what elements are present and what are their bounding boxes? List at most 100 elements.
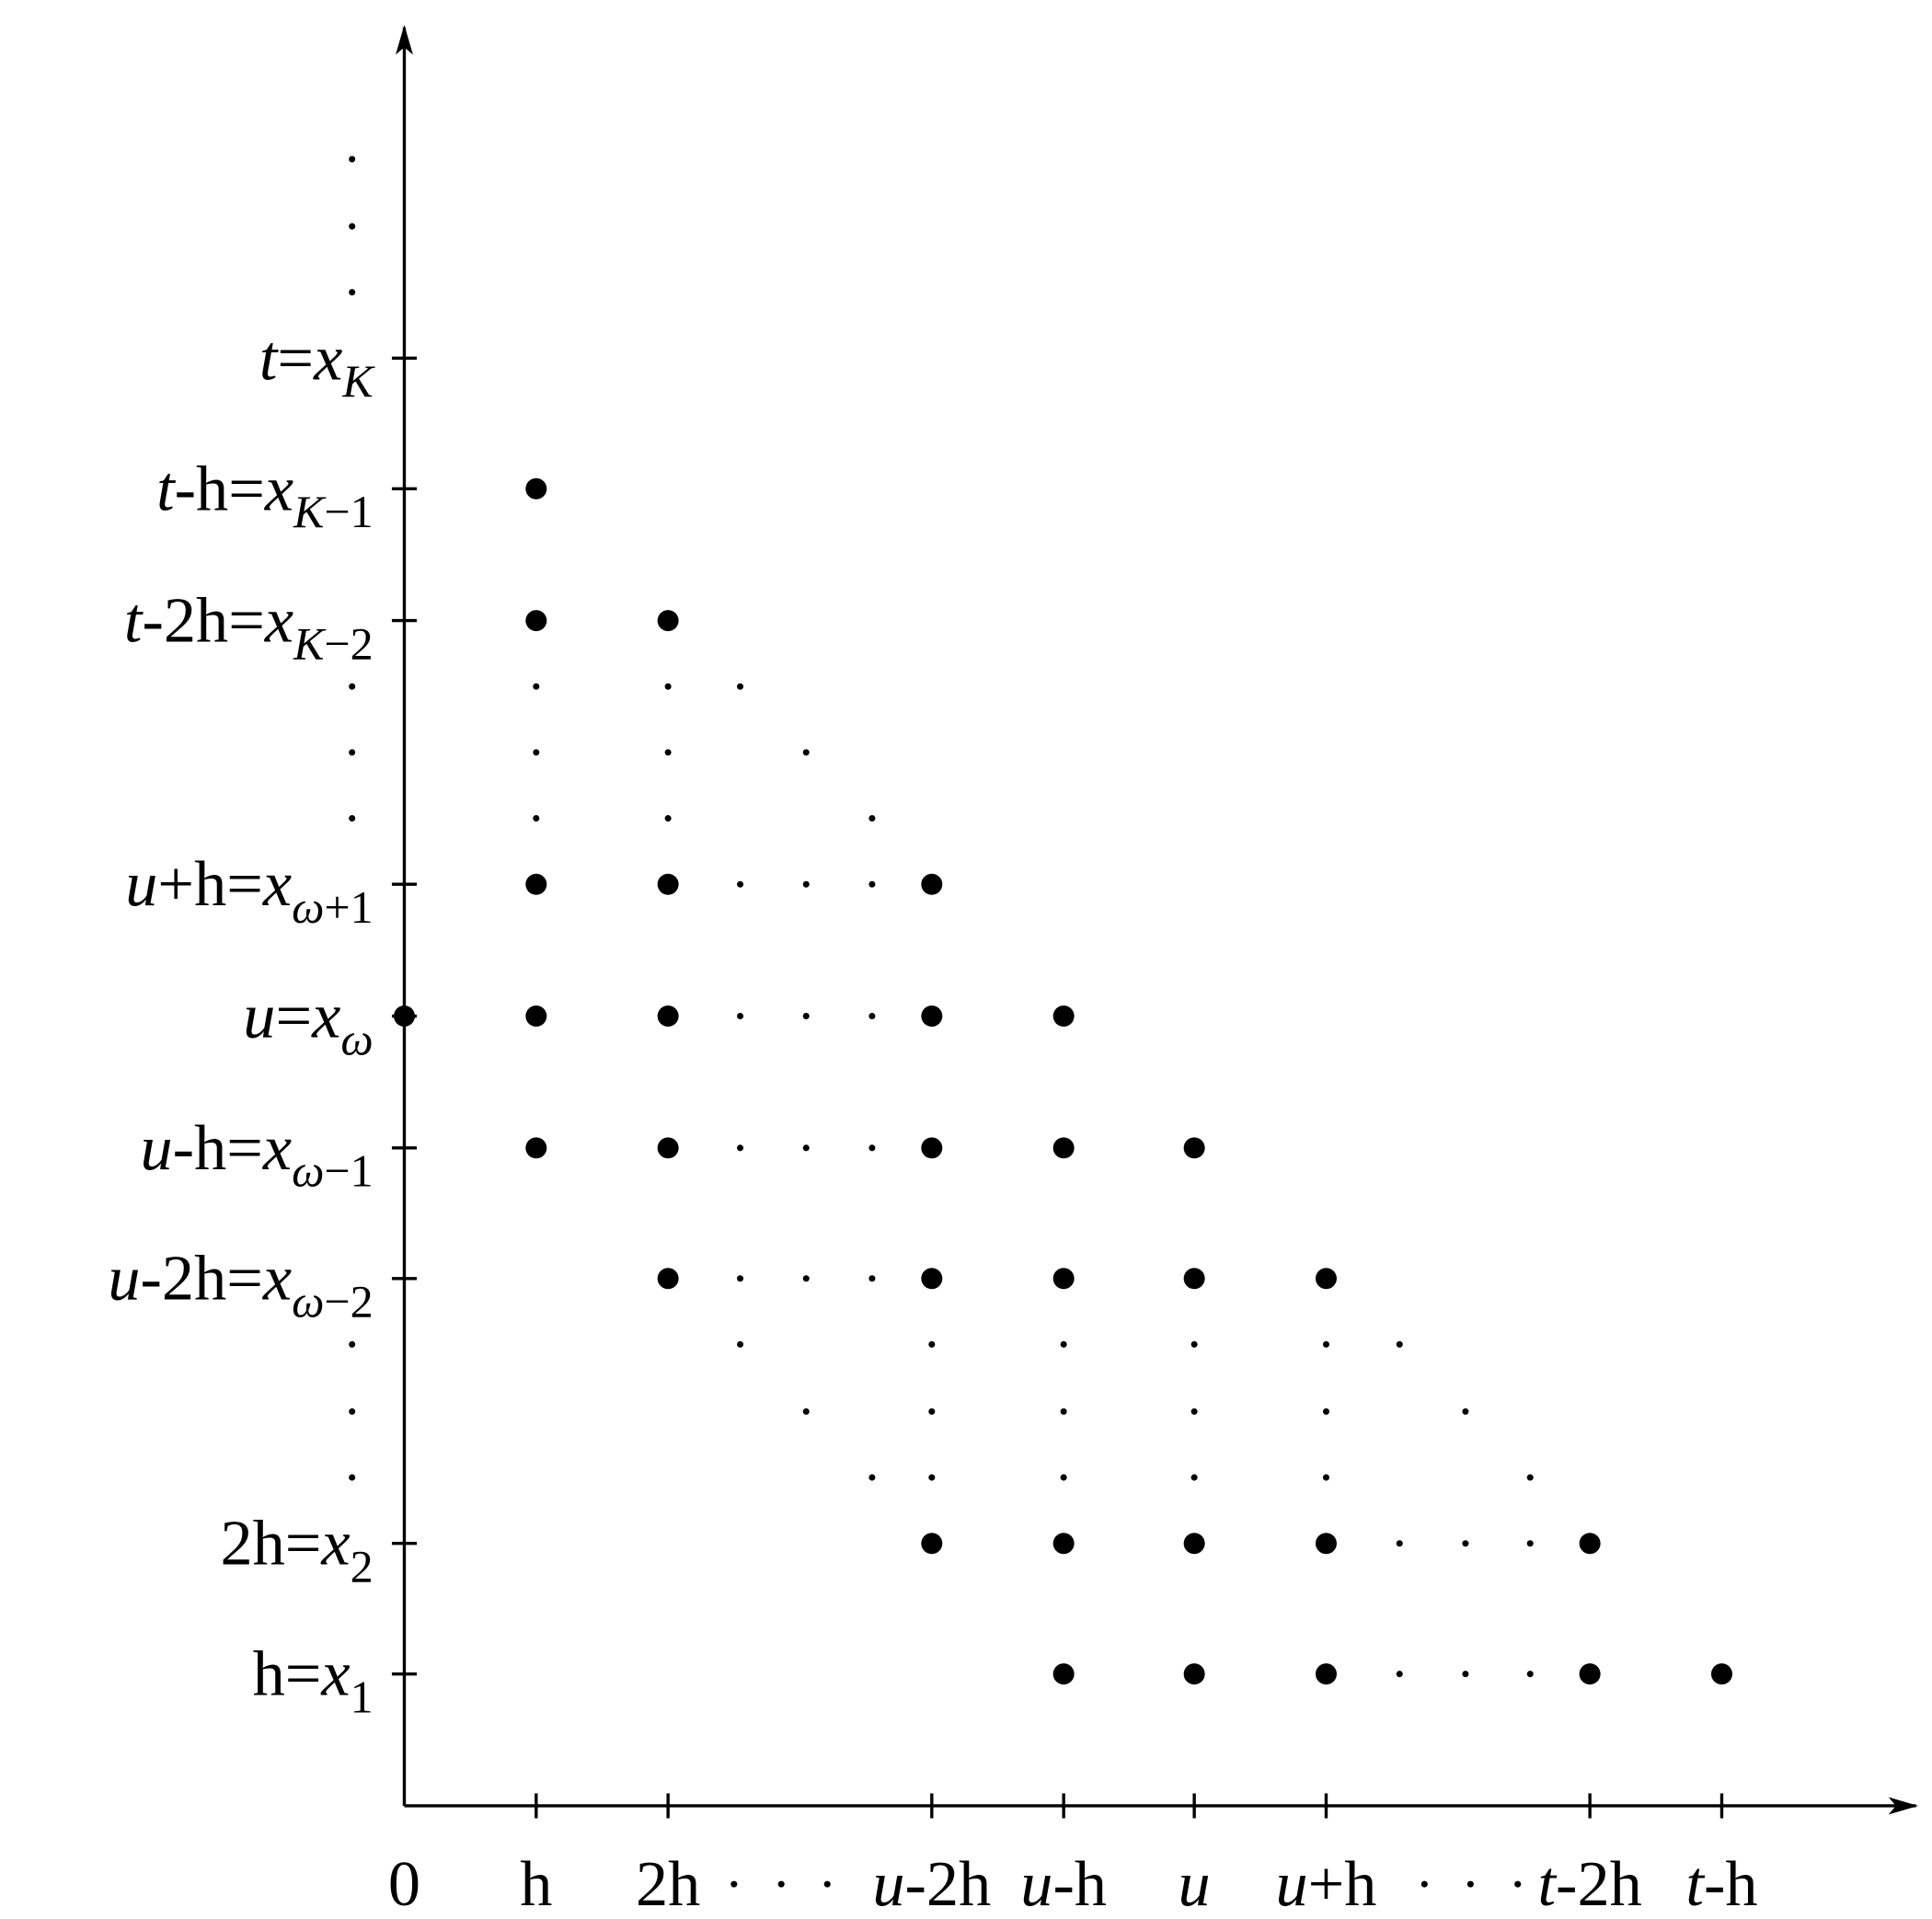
grid-point [1183,1663,1205,1685]
x-label: u [1179,1848,1211,1919]
ellipsis-dot [1060,1408,1067,1415]
ellipsis-dot [1396,1340,1403,1348]
ellipsis-dot [349,1474,356,1481]
ellipsis-dot [868,815,876,822]
label-part: = [277,322,314,394]
ellipsis-dot [349,1408,356,1415]
label-part: -h= [173,1112,263,1184]
y-label: u+h=xω+1 [125,848,373,933]
grid-point [1579,1533,1601,1555]
ellipsis-dot [664,749,672,756]
label-part: x [320,1508,350,1580]
grid-point [657,1137,679,1159]
grid-point [657,873,679,895]
grid-point [657,1268,679,1290]
ellipsis-dot [1526,1540,1534,1547]
grid-point [921,873,943,895]
label-part: t [259,322,279,394]
ellipsis-dot [802,880,810,888]
grid-point [525,477,547,500]
label-part: ω [340,1013,373,1064]
grid-point [525,1005,547,1028]
label-part: -h [1052,1848,1107,1919]
label-part: x [262,1112,292,1184]
label-part: 2 [351,1541,374,1592]
ellipsis-dot [533,683,540,690]
x-label: 2h [636,1848,700,1919]
ellipsis-dot [1190,1474,1198,1481]
grid-point [1315,1268,1337,1290]
y-label: u=xω [243,981,373,1065]
label-part: u [1179,1848,1211,1919]
grid-point [921,1005,943,1028]
label-part: h [520,1848,552,1919]
ellipsis-dot [928,1474,936,1481]
ellipsis-dot [730,1880,738,1888]
label-part: x [264,453,293,524]
label-part: u [872,1848,904,1919]
label-part: ω [292,881,324,933]
label-part: u [1275,1848,1307,1919]
label-part: +1 [324,881,373,933]
label-part: t [124,585,144,657]
ellipsis-dot [1420,1880,1428,1888]
ellipsis-dot [1190,1408,1198,1415]
x-label: u-h [1020,1848,1107,1919]
ellipsis-dot [868,880,876,888]
grid-point [921,1533,943,1555]
label-part: −2 [324,618,373,670]
label-part: x [264,585,293,657]
ellipsis-dot [1462,1408,1469,1415]
grid-point [657,1005,679,1028]
ellipsis-dot [1322,1340,1329,1348]
grid-point [1183,1137,1205,1159]
ellipsis-dot [1466,1880,1474,1888]
ellipsis-dot [349,289,356,296]
ellipsis-dot [533,749,540,756]
grid-point [657,610,679,632]
grid-point [1052,1268,1075,1290]
y-label: u-2h=xω−2 [108,1243,373,1327]
ellipsis-dot [737,880,744,888]
label-part: 1 [351,1672,374,1723]
grid-point [1710,1663,1732,1685]
label-part: ω [292,1145,324,1197]
label-part: −1 [324,486,373,537]
grid-point [1052,1533,1075,1555]
grid-point [525,610,547,632]
x-label: t-2h [1538,1848,1642,1919]
grid-point [1052,1137,1075,1159]
ellipsis-dot [802,1408,810,1415]
label-part: 2h= [220,1508,321,1580]
ellipsis-dot [737,683,744,690]
ellipsis-dot [533,815,540,822]
grid-point [1315,1533,1337,1555]
ellipsis-dot [737,1275,744,1282]
grid-point [525,1137,547,1159]
label-part: K [293,486,327,537]
ellipsis-dot [1060,1340,1067,1348]
ellipsis-dot [349,1340,356,1348]
ellipsis-dot [1060,1474,1067,1481]
x-label: h [520,1848,552,1919]
grid-point [1052,1663,1075,1685]
grid-point [921,1137,943,1159]
label-part: t [156,453,176,524]
label-part: u [243,981,275,1052]
ellipsis-dot [868,1275,876,1282]
label-part: u [108,1243,140,1315]
ellipsis-dot [349,223,356,230]
label-part: x [262,848,292,920]
ellipsis-dot [1526,1474,1534,1481]
label-part: h= [253,1638,322,1710]
label-part: x [311,981,340,1052]
ellipsis-dot [823,1880,831,1888]
label-part: −1 [324,1145,373,1197]
ellipsis-dot [349,155,356,163]
ellipsis-dot [868,1474,876,1481]
label-part: -2h= [142,585,264,657]
grid-point [525,873,547,895]
label-part: x [320,1638,350,1710]
ellipsis-dot [777,1880,785,1888]
grid-point [1183,1533,1205,1555]
